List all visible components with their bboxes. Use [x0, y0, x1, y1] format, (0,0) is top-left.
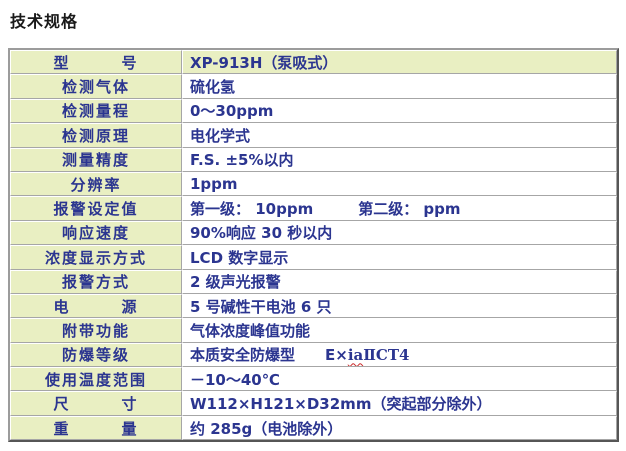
spec-label: 分辨率 — [10, 171, 182, 197]
spec-value-part: ⅡCT4 — [363, 346, 410, 365]
spec-label: 电 源 — [10, 293, 182, 319]
table-row: 分辨率 1ppm — [10, 171, 617, 197]
spec-label: 使用温度范围 — [10, 367, 182, 392]
table-row: 报警方式 2 级声光报警 — [10, 269, 617, 294]
spec-label: 附带功能 — [10, 318, 182, 343]
table-row: 型 号 XP-913H（泵吸式） — [10, 50, 617, 75]
spec-label: 防爆等级 — [10, 342, 182, 368]
table-row: 浓度显示方式 LCD 数字显示 — [10, 245, 617, 270]
spec-value: 90%响应 30 秒以内 — [182, 220, 617, 246]
spec-label: 检测原理 — [10, 123, 182, 148]
spec-label: 报警设定值 — [10, 196, 182, 221]
spec-value: 电化学式 — [182, 123, 617, 148]
table-row: 响应速度 90%响应 30 秒以内 — [10, 220, 617, 246]
spec-value: LCD 数字显示 — [182, 245, 617, 270]
spec-value: －10～40℃ — [182, 367, 617, 392]
spec-value: F.S. ±5%以内 — [182, 147, 617, 172]
spec-value: 硫化氢 — [182, 74, 617, 99]
spec-label: 测量精度 — [10, 147, 182, 172]
spec-value: 5 号碱性干电池 6 只 — [182, 293, 617, 319]
table-row: 报警设定值 第一级： 10ppm 第二级： ppm — [10, 196, 617, 221]
spec-label: 检测量程 — [10, 98, 182, 124]
spec-value: 约 285g（电池除外） — [182, 415, 617, 441]
table-row: 使用温度范围 －10～40℃ — [10, 367, 617, 392]
table-row: 附带功能 气体浓度峰值功能 — [10, 318, 617, 343]
spec-table-body: 型 号 XP-913H（泵吸式） 检测气体 硫化氢 检测量程 0～30ppm 检测原理 电化学… — [10, 50, 617, 441]
spec-value: W112×H121×D32mm（突起部分除外） — [182, 391, 617, 416]
spec-value: 1ppm — [182, 171, 617, 197]
spec-value: 0～30ppm — [182, 98, 617, 124]
table-row: 检测原理 电化学式 — [10, 123, 617, 148]
table-row: 测量精度 F.S. ±5%以内 — [10, 147, 617, 172]
table-row: 重 量约 285g（电池除外） — [10, 415, 617, 441]
spec-label: 检测气体 — [10, 74, 182, 99]
spec-value-part: ia — [347, 346, 364, 365]
spec-label: 报警方式 — [10, 269, 182, 294]
spec-value: 第一级： 10ppm 第二级： ppm — [182, 196, 617, 221]
table-row: 检测气体 硫化氢 — [10, 74, 617, 99]
spec-label: 尺 寸 — [10, 391, 182, 416]
spec-label: 重 量 — [10, 415, 182, 441]
spec-value: 2 级声光报警 — [182, 269, 617, 294]
spec-label: 响应速度 — [10, 220, 182, 246]
spec-table: 型 号 XP-913H（泵吸式） 检测气体 硫化氢 检测量程 0～30ppm 检测原理 电化学… — [8, 48, 619, 443]
spec-value-part: 本质安全防爆型 E× — [190, 346, 348, 365]
page-title: 技术规格 — [10, 12, 79, 31]
table-row: 检测量程 0～30ppm — [10, 98, 617, 124]
spec-value: 本质安全防爆型 E×iaⅡCT4 — [182, 342, 617, 368]
spec-label: 型 号 — [10, 50, 182, 75]
table-row: 尺 寸 W112×H121×D32mm（突起部分除外） — [10, 391, 617, 416]
spec-label: 浓度显示方式 — [10, 245, 182, 270]
spec-value: XP-913H（泵吸式） — [182, 50, 617, 75]
table-row: 防爆等级 本质安全防爆型 E×iaⅡCT4 — [10, 342, 617, 368]
spec-value: 气体浓度峰值功能 — [182, 318, 617, 343]
